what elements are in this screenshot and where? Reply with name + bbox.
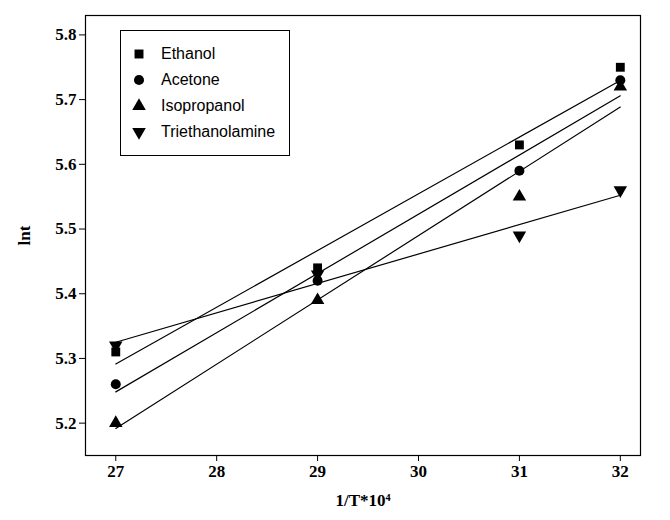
svg-text:5.5: 5.5 xyxy=(55,219,76,238)
html-text:Ethanol: Ethanol xyxy=(161,45,216,62)
svg-text:5.4: 5.4 xyxy=(55,284,77,303)
svg-text:5.2: 5.2 xyxy=(55,414,76,433)
svg-text:lnt: lnt xyxy=(15,225,34,245)
svg-text:5.6: 5.6 xyxy=(55,155,76,174)
svg-text:30: 30 xyxy=(410,462,427,481)
html-text:Triethanolamine: Triethanolamine xyxy=(161,123,276,140)
html-text:Acetone: Acetone xyxy=(161,71,220,88)
svg-text:28: 28 xyxy=(208,462,225,481)
svg-text:5.8: 5.8 xyxy=(55,25,76,44)
svg-text:27: 27 xyxy=(107,462,125,481)
svg-text:31: 31 xyxy=(511,462,528,481)
svg-text:5.7: 5.7 xyxy=(55,90,77,109)
svg-text:32: 32 xyxy=(612,462,629,481)
svg-text:29: 29 xyxy=(309,462,326,481)
svg-text:1/T*10⁴: 1/T*10⁴ xyxy=(335,491,390,510)
html-text:Isopropanol: Isopropanol xyxy=(161,97,245,114)
svg-text:5.3: 5.3 xyxy=(55,349,76,368)
